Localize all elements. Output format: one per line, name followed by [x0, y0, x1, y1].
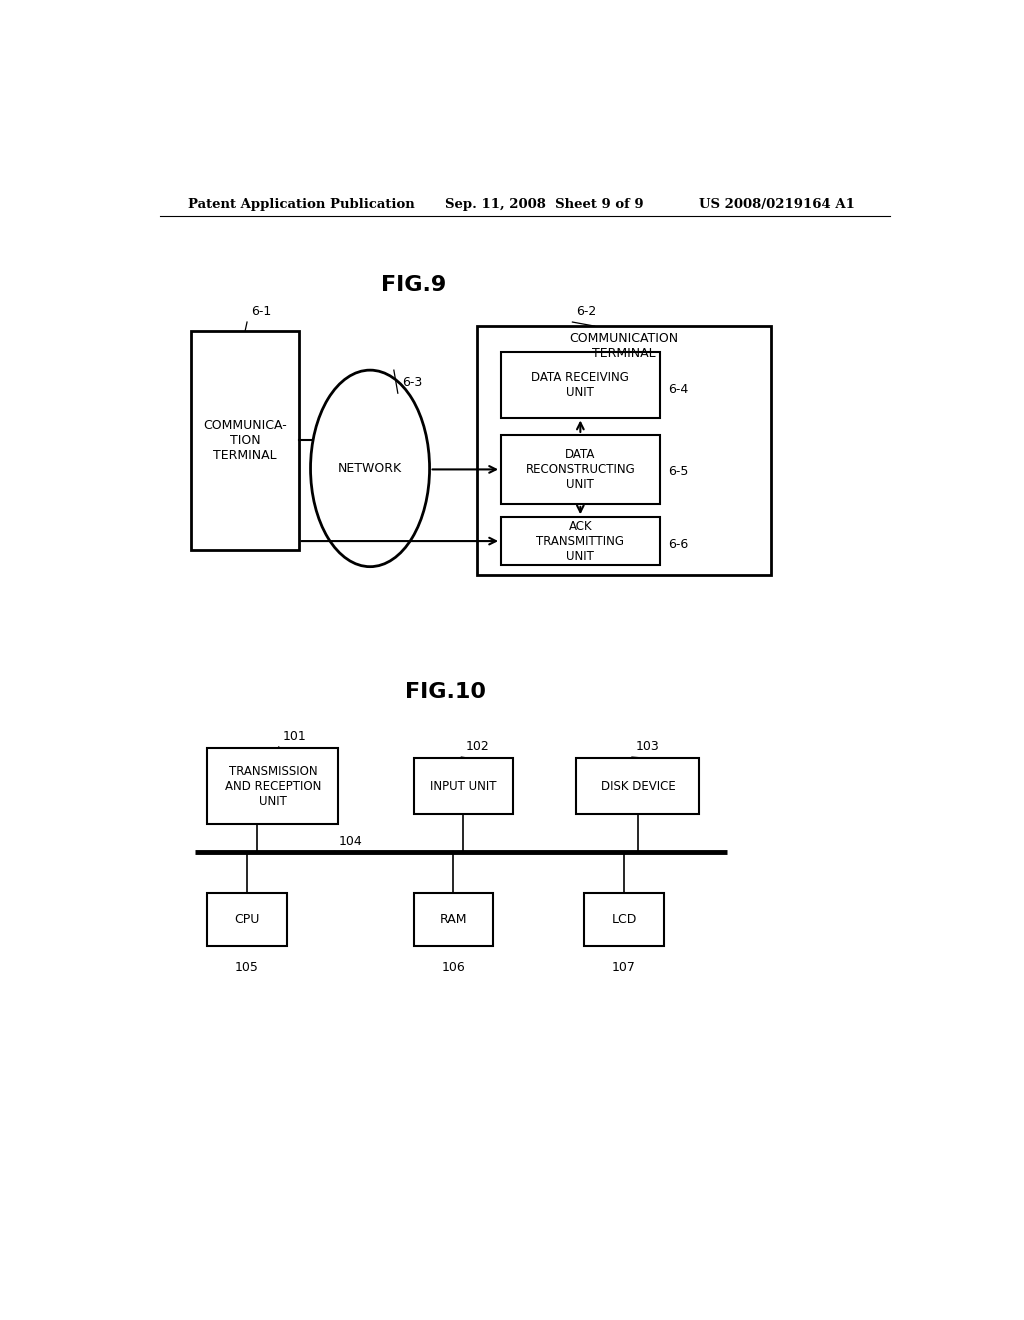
Text: COMMUNICA-
TION
TERMINAL: COMMUNICA- TION TERMINAL	[203, 418, 287, 462]
Bar	[207, 748, 338, 824]
Text: NETWORK: NETWORK	[338, 462, 402, 475]
Text: 6-3: 6-3	[401, 376, 422, 389]
Text: INPUT UNIT: INPUT UNIT	[430, 780, 497, 792]
Bar	[191, 331, 299, 549]
Text: 6-2: 6-2	[577, 305, 597, 318]
Text: FIG.10: FIG.10	[404, 682, 486, 702]
Text: 102: 102	[465, 741, 489, 752]
Text: CPU: CPU	[234, 913, 260, 927]
Bar	[501, 434, 659, 504]
Bar	[477, 326, 771, 576]
Text: 6-1: 6-1	[251, 305, 271, 318]
Text: LCD: LCD	[611, 913, 637, 927]
Text: 6-5: 6-5	[668, 465, 688, 478]
Text: 103: 103	[636, 741, 659, 752]
Text: US 2008/0219164 A1: US 2008/0219164 A1	[699, 198, 855, 211]
Bar	[414, 758, 513, 814]
Text: 105: 105	[236, 961, 259, 974]
Text: FIG.9: FIG.9	[381, 276, 446, 296]
Text: Sep. 11, 2008  Sheet 9 of 9: Sep. 11, 2008 Sheet 9 of 9	[445, 198, 644, 211]
Bar	[501, 351, 659, 417]
Text: 107: 107	[612, 961, 636, 974]
Ellipse shape	[310, 370, 430, 566]
Text: DISK DEVICE: DISK DEVICE	[600, 780, 675, 792]
Bar	[585, 894, 664, 946]
Text: DATA RECEIVING
UNIT: DATA RECEIVING UNIT	[531, 371, 630, 399]
Bar	[577, 758, 699, 814]
Text: DATA
RECONSTRUCTING
UNIT: DATA RECONSTRUCTING UNIT	[525, 447, 635, 491]
Text: 6-6: 6-6	[668, 539, 688, 552]
Text: 104: 104	[338, 834, 362, 847]
Text: COMMUNICATION
TERMINAL: COMMUNICATION TERMINAL	[569, 333, 679, 360]
Bar	[501, 517, 659, 565]
Text: 6-4: 6-4	[668, 383, 688, 396]
Text: ACK
TRANSMITTING
UNIT: ACK TRANSMITTING UNIT	[537, 520, 625, 562]
Text: 101: 101	[283, 730, 306, 743]
Text: TRANSMISSION
AND RECEPTION
UNIT: TRANSMISSION AND RECEPTION UNIT	[224, 764, 321, 808]
Bar	[207, 894, 287, 946]
Bar	[414, 894, 493, 946]
Text: 106: 106	[441, 961, 465, 974]
Text: RAM: RAM	[439, 913, 467, 927]
Text: Patent Application Publication: Patent Application Publication	[187, 198, 415, 211]
